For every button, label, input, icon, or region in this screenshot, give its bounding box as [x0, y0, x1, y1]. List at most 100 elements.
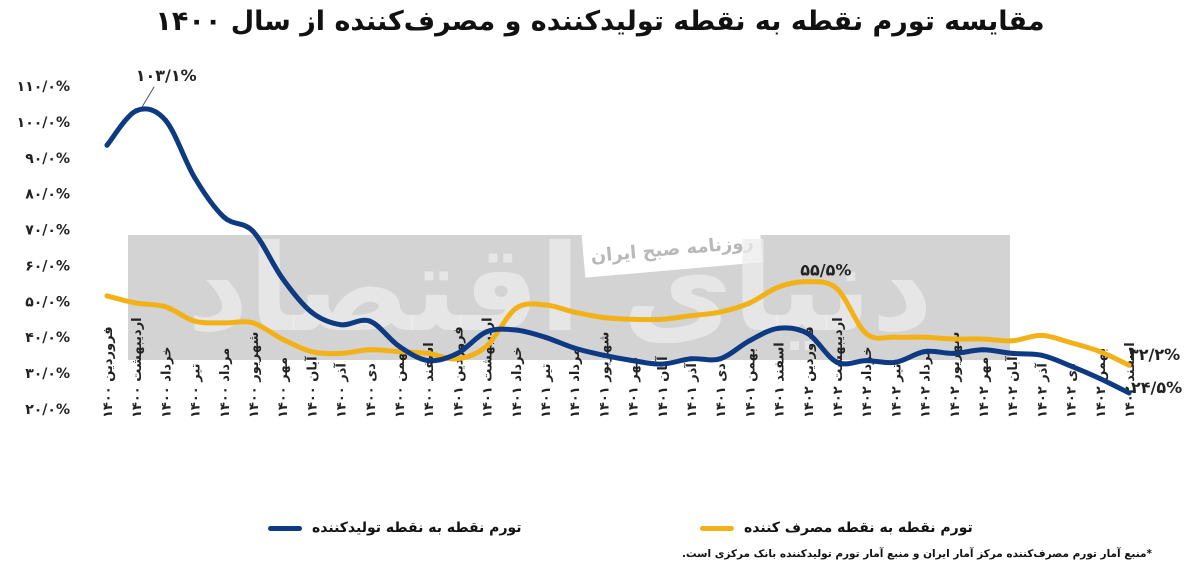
data-point-producer: [1126, 390, 1132, 396]
data-point-producer: [571, 345, 577, 351]
data-point-producer: [746, 338, 752, 344]
x-tick-label: دی ۱۴۰۲: [1065, 363, 1080, 418]
data-point-producer: [396, 343, 402, 349]
data-point-producer: [338, 322, 344, 328]
x-tick-label: بهمن ۱۴۰۲: [1094, 348, 1109, 418]
data-label-consumer: ۳۲/۲%: [1129, 345, 1180, 364]
x-tick-label: مرداد ۱۴۰۲: [919, 348, 934, 418]
data-point-producer: [221, 214, 227, 220]
chart-title: مقایسه تورم نقطه به نقطه تولیدکننده و مص…: [155, 6, 1045, 37]
data-point-producer: [542, 334, 548, 340]
x-tick-label: تیر ۱۴۰۱: [539, 363, 554, 418]
legend-swatch-producer: [268, 525, 302, 531]
data-point-producer: [630, 358, 636, 364]
data-point-consumer: [338, 350, 344, 356]
data-point-producer: [1097, 376, 1103, 381]
x-tick-label: مهر ۱۴۰۱: [627, 357, 642, 418]
data-point-producer: [834, 359, 840, 365]
y-tick-label: ۳۰/۰%: [25, 366, 70, 382]
data-point-producer: [1038, 352, 1044, 358]
data-point-producer: [192, 175, 198, 180]
axis-layer: ۲۰/۰% ۳۰/۰% ۴۰/۰% ۵۰/۰% ۶۰/۰% ۷۰/۰% ۸۰/۰% ۹۰/۰%…: [17, 79, 1138, 418]
x-tick-label: خرداد ۱۴۰۲: [860, 346, 875, 418]
x-tick-label: تیر ۱۴۰۲: [889, 363, 904, 418]
legend-item-consumer: تورم نقطه به نقطه مصرف کننده: [700, 520, 973, 536]
x-tick-label: بهمن ۱۴۰۱: [743, 348, 758, 418]
y-tick-label: ۶۰/۰%: [25, 258, 70, 274]
data-point-consumer: [104, 293, 110, 299]
x-tick-label: آبان ۱۴۰۰: [303, 356, 320, 418]
legend-label-producer: تورم نقطه به نقطه تولیدکننده: [312, 520, 522, 536]
data-point-consumer: [717, 309, 723, 315]
y-tick-label: ۷۰/۰%: [25, 223, 70, 239]
y-tick-label: ۸۰/۰%: [25, 187, 70, 203]
data-point-producer: [892, 359, 898, 365]
legend-swatch-consumer: [700, 525, 734, 531]
data-point-consumer: [659, 316, 665, 322]
y-tick-label: ۱۰۰/۰%: [17, 115, 70, 131]
data-point-consumer: [600, 315, 606, 320]
x-tick-label: شهریور ۱۴۰۰: [247, 332, 262, 418]
data-point-producer: [513, 327, 519, 333]
data-point-producer: [863, 358, 869, 364]
data-point-producer: [717, 356, 723, 362]
x-tick-label: آبان ۱۴۰۱: [654, 356, 671, 418]
x-tick-label: تیر ۱۴۰۰: [189, 363, 204, 418]
data-point-producer: [367, 318, 373, 324]
x-tick-label: دی ۱۴۰۰: [364, 363, 379, 418]
data-point-producer: [776, 325, 782, 331]
data-point-consumer: [162, 304, 168, 310]
data-point-consumer: [484, 343, 490, 349]
x-tick-label: اسفند ۱۴۰۲: [1123, 342, 1138, 418]
data-point-producer: [133, 108, 139, 114]
data-point-producer: [308, 309, 314, 315]
data-point-consumer: [805, 279, 811, 285]
data-point-consumer: [1097, 349, 1103, 355]
x-tick-label: مرداد ۱۴۰۰: [218, 348, 233, 418]
data-point-consumer: [630, 316, 636, 322]
data-point-consumer: [776, 284, 782, 290]
x-tick-label: شهریور ۱۴۰۲: [948, 332, 963, 418]
data-point-producer: [454, 350, 460, 356]
data-label-consumer: ۵۵/۵%: [800, 261, 851, 280]
x-tick-label: خرداد ۱۴۰۰: [159, 346, 174, 418]
data-point-producer: [1068, 363, 1074, 369]
data-label-producer: ۱۰۳/۱%: [136, 66, 197, 85]
x-tick-label: مرداد ۱۴۰۱: [568, 348, 583, 418]
series-layer: [104, 106, 1132, 396]
data-point-consumer: [892, 334, 898, 340]
data-point-producer: [922, 349, 928, 355]
watermark-logo-text: دنیای اقتصاد: [187, 220, 933, 359]
data-point-consumer: [571, 309, 577, 315]
x-tick-label: فروردین ۱۴۰۱: [451, 326, 466, 418]
y-tick-label: ۲۰/۰%: [25, 402, 70, 418]
data-point-consumer: [688, 313, 694, 319]
x-tick-label: مهر ۱۴۰۲: [977, 357, 992, 418]
y-tick-label: ۹۰/۰%: [25, 151, 70, 167]
data-point-consumer: [308, 349, 314, 355]
data-point-consumer: [454, 356, 460, 362]
x-tick-label: شهریور ۱۴۰۱: [597, 332, 612, 418]
x-tick-label: خرداد ۱۴۰۱: [510, 346, 525, 418]
data-point-consumer: [133, 300, 139, 306]
data-point-consumer: [367, 347, 373, 353]
data-point-consumer: [1068, 340, 1074, 346]
data-point-consumer: [279, 336, 285, 342]
data-point-producer: [162, 117, 168, 123]
legend-label-consumer: تورم نقطه به نقطه مصرف کننده: [744, 520, 973, 536]
data-point-producer: [659, 361, 665, 367]
data-point-consumer: [542, 302, 548, 308]
x-tick-label: مهر ۱۴۰۰: [276, 357, 291, 418]
x-tick-label: اردیبهشت ۱۴۰۲: [831, 317, 846, 418]
x-tick-label: فروردین ۱۴۰۰: [101, 326, 116, 418]
data-point-producer: [688, 356, 694, 362]
x-tick-label: اردیبهشت ۱۴۰۰: [130, 317, 145, 418]
annotation-leader-line: [141, 86, 155, 108]
data-point-consumer: [746, 300, 752, 306]
data-point-consumer: [250, 320, 256, 326]
data-point-producer: [425, 358, 431, 364]
x-tick-label: فروردین ۱۴۰۲: [802, 326, 817, 418]
data-point-consumer: [1038, 332, 1044, 338]
data-point-producer: [805, 331, 811, 337]
